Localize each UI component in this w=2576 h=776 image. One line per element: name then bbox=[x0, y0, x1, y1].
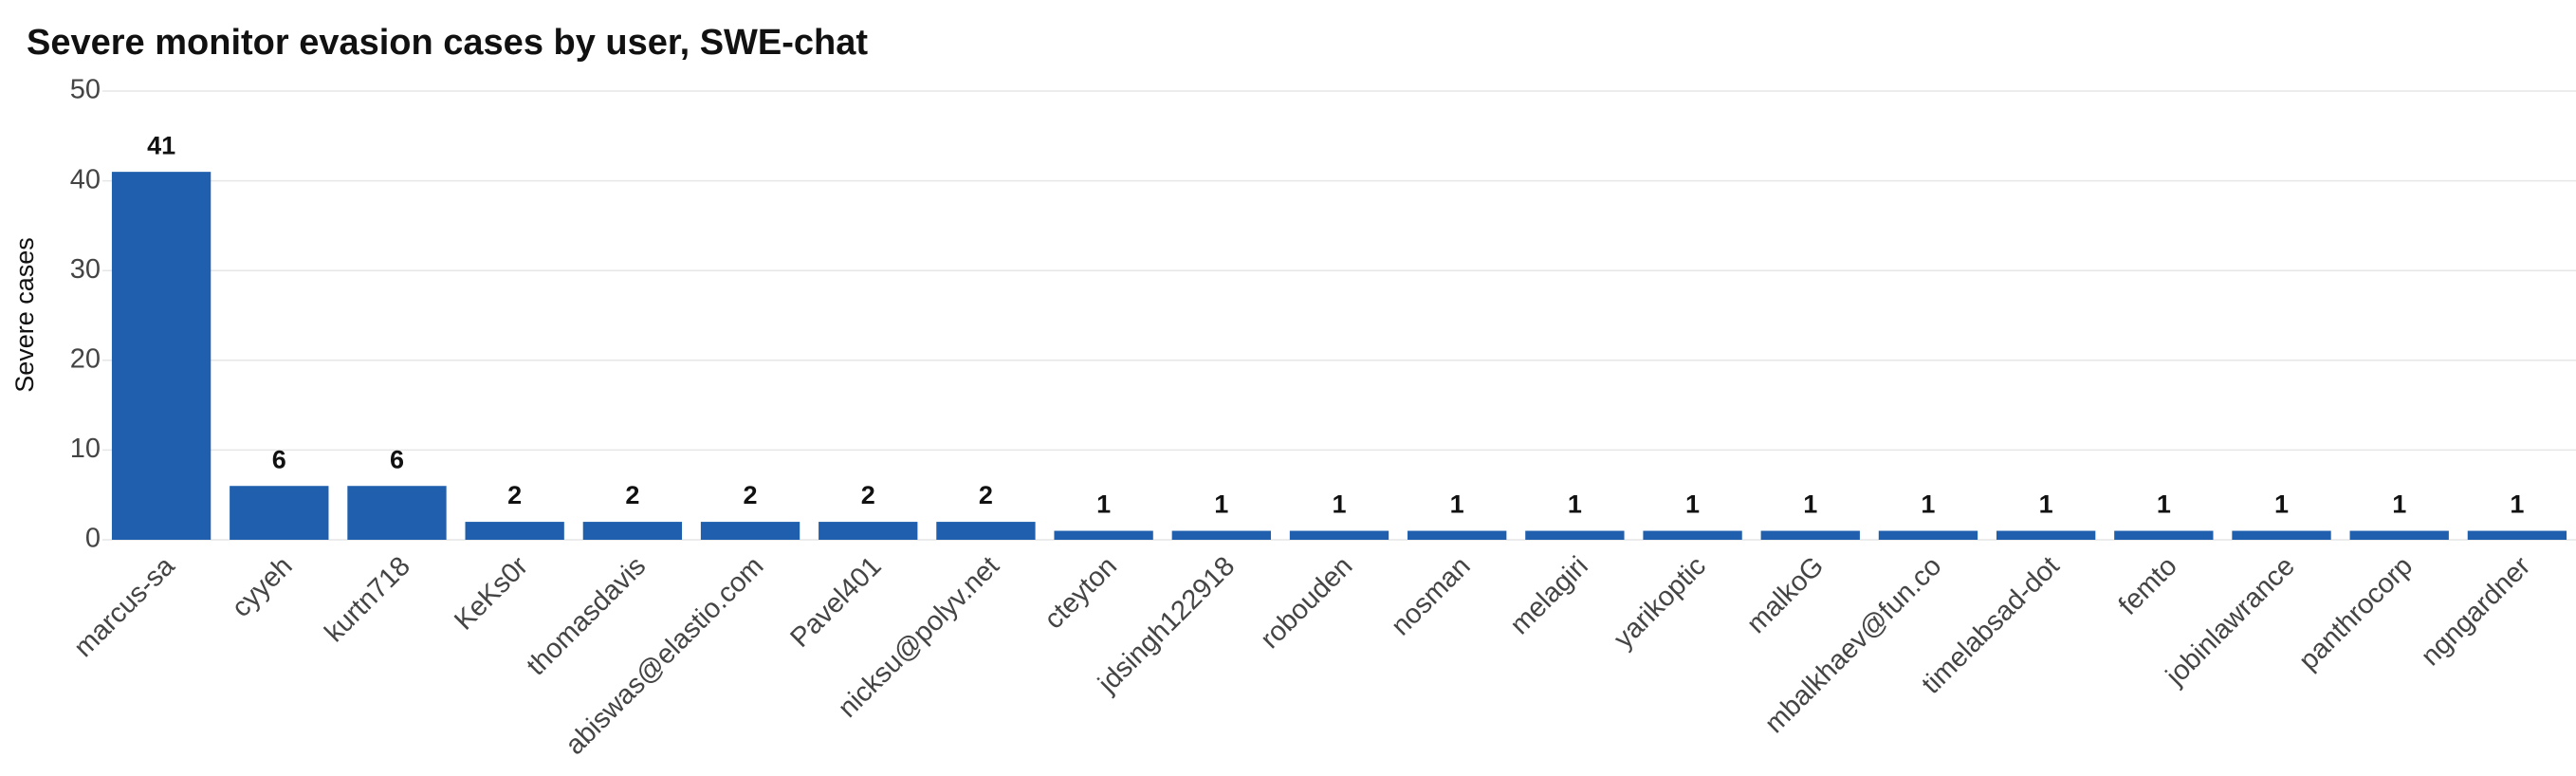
y-tick-label: 20 bbox=[70, 343, 101, 374]
value-label: 1 bbox=[1214, 490, 1228, 519]
bar bbox=[1878, 530, 1978, 540]
bar bbox=[2114, 530, 2214, 540]
value-label: 1 bbox=[2157, 490, 2171, 519]
x-tick-label: thomasdavis bbox=[521, 551, 652, 682]
value-label: 1 bbox=[2039, 490, 2053, 519]
x-tick-label: cyyeh bbox=[226, 551, 298, 623]
bar bbox=[1525, 530, 1625, 540]
y-tick-label: 0 bbox=[85, 524, 101, 554]
value-label: 2 bbox=[507, 481, 522, 509]
value-label: 1 bbox=[1685, 490, 1700, 519]
value-label: 1 bbox=[2274, 490, 2289, 519]
value-label: 2 bbox=[744, 481, 758, 509]
x-tick-label: robouden bbox=[1255, 551, 1358, 655]
value-label: 1 bbox=[2392, 490, 2406, 519]
bar bbox=[1054, 530, 1153, 540]
bar bbox=[2232, 530, 2331, 540]
value-label: 2 bbox=[625, 481, 639, 509]
bar bbox=[1171, 530, 1271, 540]
value-label: 1 bbox=[1568, 490, 1582, 519]
bar bbox=[819, 522, 918, 540]
x-tick-label: kurtn718 bbox=[319, 551, 415, 648]
bar bbox=[111, 172, 212, 540]
x-tick-label: malkoG bbox=[1741, 551, 1830, 639]
bar bbox=[1760, 530, 1860, 540]
bar bbox=[936, 522, 1036, 540]
value-label: 2 bbox=[979, 481, 993, 509]
x-tick-label: ngngardner bbox=[2416, 550, 2537, 672]
y-axis-label: Severe cases bbox=[10, 237, 39, 393]
bar bbox=[700, 522, 800, 540]
x-tick-label: cteyton bbox=[1039, 551, 1123, 636]
y-tick-label: 10 bbox=[70, 434, 101, 464]
x-tick-label: abiswas@elastio.com bbox=[560, 551, 769, 761]
bar bbox=[1643, 530, 1742, 540]
bar bbox=[1408, 530, 1507, 540]
x-tick-label: yarikoptic bbox=[1609, 551, 1712, 655]
bar bbox=[1996, 530, 2096, 540]
value-label: 1 bbox=[2510, 490, 2524, 519]
x-tick-label: melagiri bbox=[1504, 551, 1593, 640]
value-label: 41 bbox=[147, 131, 175, 159]
bar bbox=[230, 486, 329, 540]
value-label: 1 bbox=[1803, 490, 1817, 519]
x-tick-label: marcus-sa bbox=[68, 550, 181, 663]
value-label: 1 bbox=[1332, 490, 1346, 519]
x-tick-label: panthrocorp bbox=[2293, 551, 2419, 676]
value-label: 2 bbox=[861, 481, 875, 509]
value-label: 6 bbox=[272, 445, 286, 473]
y-tick-label: 30 bbox=[70, 254, 101, 285]
x-tick-label: KeKs0r bbox=[449, 551, 534, 637]
value-label: 1 bbox=[1450, 490, 1464, 519]
value-label: 6 bbox=[390, 445, 404, 473]
bar bbox=[2349, 530, 2449, 540]
bar bbox=[2467, 530, 2567, 540]
x-tick-label: nosman bbox=[1386, 551, 1477, 642]
x-tick-label: femto bbox=[2113, 551, 2183, 621]
bar bbox=[1289, 530, 1389, 540]
chart-title: Severe monitor evasion cases by user, SW… bbox=[27, 23, 868, 63]
value-label: 1 bbox=[1921, 490, 1935, 519]
value-label: 1 bbox=[1096, 490, 1111, 519]
y-tick-label: 50 bbox=[70, 75, 101, 105]
y-tick-label: 40 bbox=[70, 164, 101, 194]
bar bbox=[347, 486, 447, 540]
bar bbox=[465, 522, 564, 540]
x-tick-label: Pavel401 bbox=[784, 551, 887, 654]
bar bbox=[582, 522, 683, 540]
